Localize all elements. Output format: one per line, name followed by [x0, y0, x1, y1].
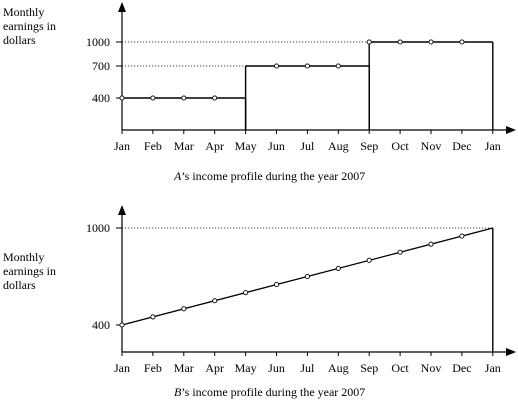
chart-b-data-point [273, 282, 280, 288]
chart-b-xtick-label: Feb [144, 361, 162, 375]
chart-b-xtick-label: Jan [485, 361, 501, 375]
chart-a-xtick-label: Nov [421, 139, 442, 153]
chart-b-data-point [397, 249, 403, 255]
chart-a-data-point [304, 63, 310, 69]
chart-b-y-axis-arrow [118, 205, 126, 215]
chart-b-xtick-label: Aug [328, 361, 349, 375]
chart-b-data-point [459, 233, 465, 239]
chart-b-xtick-label: Nov [421, 361, 442, 375]
chart-a-xtick-label: Jul [300, 139, 315, 153]
chart-b-data-point [366, 257, 372, 263]
chart-b-data-point [304, 273, 310, 280]
chart-b-xtick-label: Apr [205, 361, 224, 375]
chart-b-data-point [428, 241, 434, 247]
chart-a-data-point [273, 63, 280, 69]
chart-a-ytick-label: 400 [92, 91, 110, 105]
chart-a-xtick-label: Aug [328, 139, 349, 153]
chart-a-marks: 400 700 1000 Jan Feb Mar Apr May Jun Jul Aug Sep Oct… [86, 35, 501, 153]
chart-b-caption: B’s income profile during the year 2007 [174, 385, 365, 399]
chart-b-data-point [119, 322, 125, 328]
chart-a-x-axis-arrow [506, 126, 516, 134]
chart-b-ylabel-line3: dollars [3, 278, 36, 292]
chart-a-caption-text: ’s income profile during the year 2007 [181, 169, 365, 183]
chart-b-data-point [335, 265, 341, 271]
chart-b-x-axis-arrow [506, 348, 516, 356]
chart-a-data-point [397, 39, 403, 45]
chart-b-marks: 400 1000 Jan Feb Mar Apr May Jun Jul Aug Sep Oct Nov… [86, 221, 501, 375]
chart-a-data-point [428, 39, 434, 45]
chart-b-xtick-label: Jul [300, 361, 315, 375]
chart-a-xtick-label: Mar [174, 139, 194, 153]
chart-b-caption-text: ’s income profile during the year 2007 [181, 385, 365, 399]
chart-b: Monthly earnings in dollars 400 1000 Jan Fe… [3, 205, 516, 399]
chart-a-data-point [150, 95, 156, 101]
chart-b-data-point [181, 306, 187, 312]
chart-a-ylabel-line3: dollars [3, 33, 36, 47]
chart-b-ytick-label: 1000 [86, 221, 110, 235]
chart-a-xtick-label: Jan [114, 139, 130, 153]
chart-b-ytick-label: 400 [92, 318, 110, 332]
chart-a-data-point [212, 95, 218, 101]
chart-a-data-point [459, 39, 465, 45]
chart-a-xtick-label: Jan [485, 139, 501, 153]
chart-b-caption-var: B [174, 385, 182, 399]
chart-b-xtick-label: May [235, 361, 257, 375]
chart-b-xtick-label: Jun [268, 361, 285, 375]
chart-a-caption-var: A [173, 169, 182, 183]
chart-b-ylabel-line2: earnings in [3, 264, 56, 278]
chart-a-xtick-label: Oct [391, 139, 409, 153]
chart-b-data-point [243, 290, 249, 296]
chart-b-xtick-label: Jan [114, 361, 130, 375]
chart-a-ylabel-line1: Monthly [3, 5, 44, 19]
chart-a-xtick-label: Jun [268, 139, 285, 153]
chart-a-ytick-label: 1000 [86, 35, 110, 49]
chart-a-xtick-label: Apr [205, 139, 224, 153]
chart-a-data-point [119, 95, 125, 101]
chart-a-xtick-label: Sep [360, 139, 378, 153]
chart-a-ytick-label: 700 [92, 59, 110, 73]
chart-a-data-point [366, 39, 372, 45]
chart-b-data-point [212, 298, 218, 304]
chart-b-xtick-label: Oct [391, 361, 409, 375]
chart-b-data-point [150, 314, 156, 320]
chart-a-data-point [181, 95, 187, 101]
chart-b-xtick-label: Mar [174, 361, 194, 375]
chart-b-xtick-label: Sep [360, 361, 378, 375]
chart-a-y-axis-arrow [118, 2, 126, 12]
chart-b-ylabel-line1: Monthly [3, 250, 44, 264]
chart-a-data-point [335, 63, 341, 69]
chart-a: Monthly earnings in dollars 400 700 1000 Ja… [3, 2, 516, 183]
chart-a-xtick-label: May [235, 139, 257, 153]
chart-a-xtick-label: Dec [452, 139, 471, 153]
chart-a-caption: A’s income profile during the year 2007 [173, 169, 365, 183]
chart-a-xtick-label: Feb [144, 139, 162, 153]
chart-a-ylabel-line2: earnings in [3, 19, 56, 33]
chart-b-xtick-label: Dec [452, 361, 471, 375]
